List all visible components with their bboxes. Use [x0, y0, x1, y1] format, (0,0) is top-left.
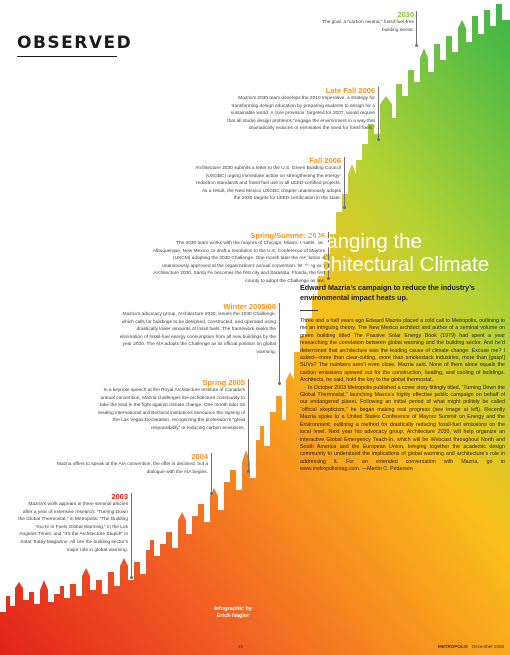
timeline-event-text: The 2030 team works with the mayors of C… — [152, 241, 325, 284]
timeline-event-year: Late Fall 2006 — [325, 86, 375, 95]
page-number: 48 — [238, 644, 244, 649]
timeline-event-fall-2006: Fall 2006 Architecture 2030 submits a le… — [195, 156, 341, 203]
timeline-event-late-fall-2006: Late Fall 2006 Mazria’s 2030 team develo… — [225, 86, 375, 133]
timeline-marker-dot — [327, 277, 330, 280]
timeline-event-year: Spring 2005 — [202, 378, 245, 387]
timeline-event-2003: 2003 Mazria’s work appears in three semi… — [18, 492, 128, 554]
timeline-event-text: Mazria’s work appears in three seminal a… — [18, 502, 128, 553]
timeline-event-2004: 2004 Mazria offers to speak at the AIA c… — [56, 452, 208, 476]
timeline-event-text: In a keynote speech at the Royal Archite… — [98, 388, 245, 431]
magazine-name: METROPOLIS — [438, 644, 468, 649]
timeline-marker-dot — [343, 206, 346, 209]
timeline-event-year: 2003 — [111, 492, 128, 501]
infographic-credit: Infographic by Erich Nagler — [214, 606, 252, 620]
timeline-marker-line — [328, 232, 329, 278]
timeline-event-year: Winter 2005/06 — [223, 302, 276, 311]
timeline-event-text: Architecture 2030 submits a letter to th… — [195, 166, 341, 202]
timeline-marker-line — [378, 87, 379, 139]
timeline-marker-line — [416, 11, 417, 45]
issue-date: December 2006 — [472, 644, 505, 649]
timeline-marker-line — [131, 493, 132, 577]
timeline-marker-line — [248, 379, 249, 471]
timeline-event-2030: 2030 The goal: a “carbon neutral,” fossi… — [320, 10, 414, 34]
timeline-event-text: Mazria offers to speak at the AIA conven… — [56, 462, 208, 475]
body-paragraph: Three and a half years ago Edward Mazria… — [300, 318, 505, 384]
skyline-silhouette — [0, 4, 510, 655]
article-deck: Edward Mazria’s campaign to reduce the i… — [300, 283, 475, 302]
timeline-marker-dot — [377, 138, 380, 141]
section-rule — [17, 56, 117, 57]
section-title: OBSERVED — [17, 33, 133, 53]
timeline-event-spring-2005: Spring 2005 In a keynote speech at the R… — [95, 378, 245, 433]
timeline-event-text: Mazria’s advocacy group, Architecture 20… — [119, 312, 276, 355]
timeline-marker-dot — [247, 470, 250, 473]
body-paragraph: In October 2003 Metropolis published a c… — [300, 384, 505, 473]
credit-name: Erich Nagler — [216, 613, 250, 619]
timeline-event-spring-summer-2006: Spring/Summer 2006 The 2030 team works w… — [150, 231, 325, 286]
timeline-marker-dot — [130, 576, 133, 579]
timeline-marker-line — [211, 453, 212, 493]
timeline-marker-dot — [415, 44, 418, 47]
timeline-event-text: The goal: a “carbon neutral,” fossil-fue… — [322, 20, 414, 33]
timeline-marker-line — [279, 303, 280, 383]
timeline-marker-dot — [278, 382, 281, 385]
timeline-event-winter-2005-06: Winter 2005/06 Mazria’s advocacy group, … — [116, 302, 276, 357]
article-headline: Changing the Architectural Climate — [300, 230, 490, 276]
timeline-event-year: Spring/Summer 2006 — [250, 231, 325, 240]
article-body: Three and a half years ago Edward Mazria… — [300, 318, 505, 474]
timeline-event-year: 2004 — [191, 452, 208, 461]
deck-rule — [300, 310, 318, 311]
timeline-event-text: Mazria’s 2030 team develops the 2010 Imp… — [227, 96, 375, 132]
timeline-marker-line — [344, 157, 345, 207]
timeline-event-year: Fall 2006 — [309, 156, 341, 165]
timeline-event-year: 2030 — [397, 10, 414, 19]
credit-prefix: Infographic by — [214, 606, 252, 612]
timeline-marker-dot — [210, 492, 213, 495]
